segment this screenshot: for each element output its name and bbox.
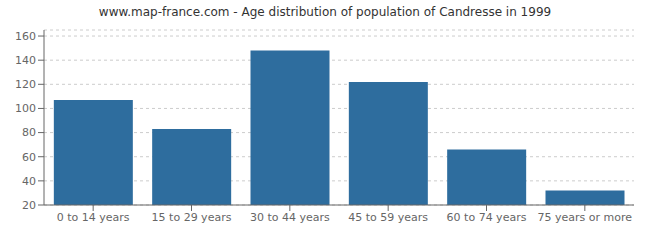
- svg-text:60 to 74 years: 60 to 74 years: [447, 211, 527, 224]
- svg-text:60: 60: [22, 151, 36, 164]
- svg-text:0 to 14 years: 0 to 14 years: [57, 211, 130, 224]
- svg-text:40: 40: [22, 175, 36, 188]
- svg-text:15 to 29 years: 15 to 29 years: [152, 211, 232, 224]
- svg-text:140: 140: [15, 54, 36, 67]
- html-text:www.map-france.com - Age distr: www.map-france.com - Age distribution of…: [98, 5, 552, 19]
- svg-text:75 years or more: 75 years or more: [538, 211, 633, 224]
- svg-text:120: 120: [15, 78, 36, 91]
- svg-text:20: 20: [22, 199, 36, 212]
- svg-text:160: 160: [15, 30, 36, 43]
- svg-text:100: 100: [15, 102, 36, 115]
- svg-text:80: 80: [22, 126, 36, 139]
- svg-text:30 to 44 years: 30 to 44 years: [250, 211, 330, 224]
- svg-text:45 to 59 years: 45 to 59 years: [348, 211, 428, 224]
